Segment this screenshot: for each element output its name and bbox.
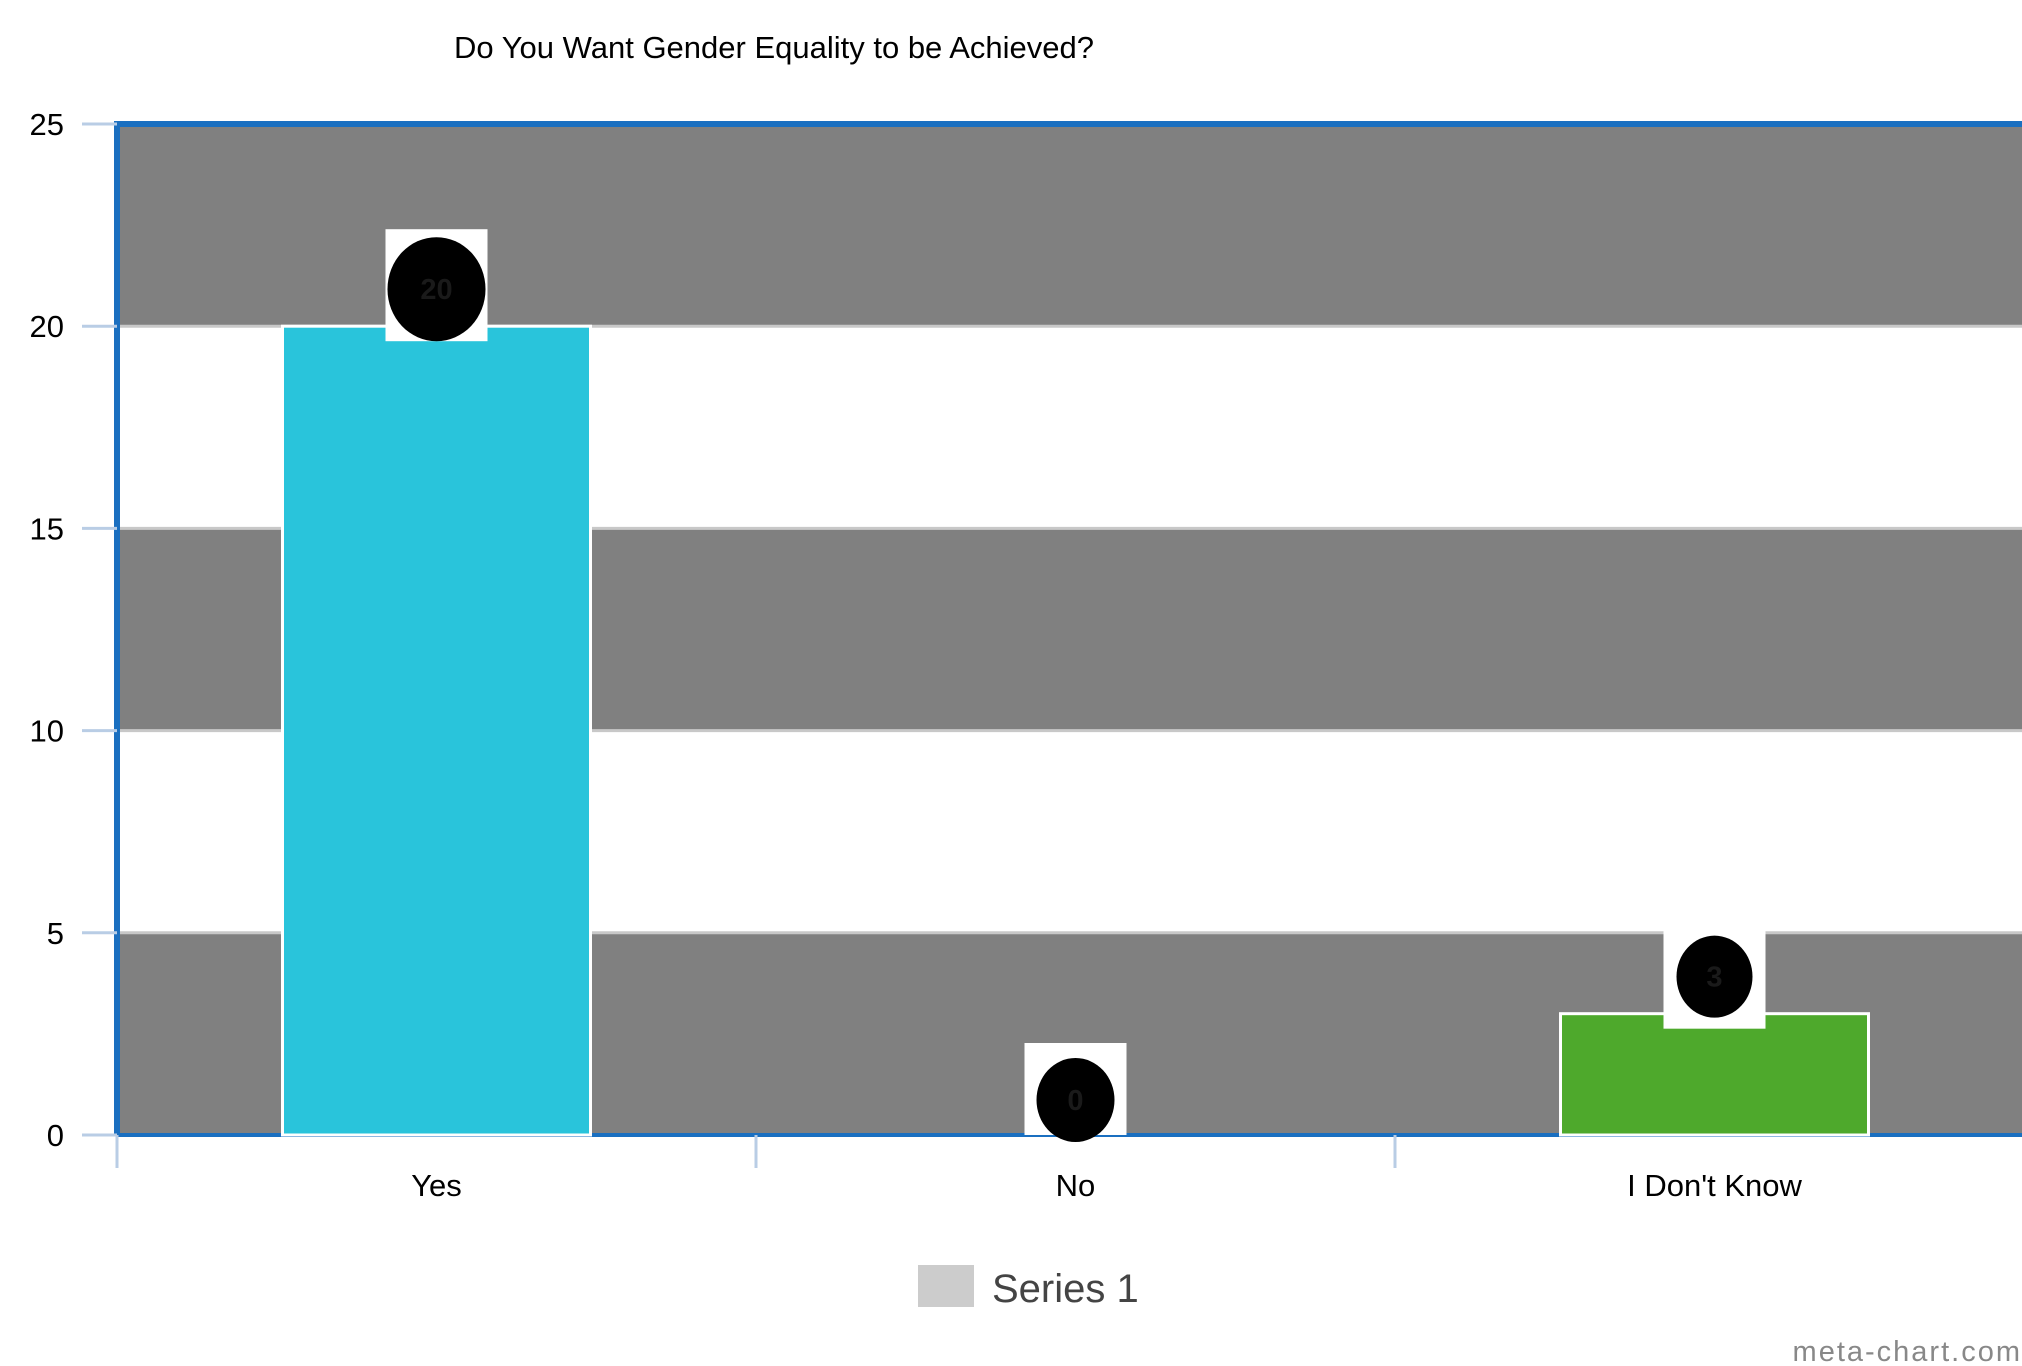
bars [281, 324, 1870, 1137]
data-label-value: 20 [420, 274, 452, 306]
legend: Series 1 [918, 1265, 1139, 1311]
data-label-disc [1036, 1058, 1115, 1142]
data-label-value: 0 [1067, 1085, 1083, 1117]
data-label-disc [1676, 935, 1753, 1018]
chart-title: Do You Want Gender Equality to be Achiev… [454, 30, 1094, 65]
data-label-disc [387, 237, 486, 342]
watermark: meta-chart.com [1793, 1336, 2022, 1366]
bar [1559, 1012, 1870, 1137]
y-tick-label: 25 [30, 107, 64, 142]
x-tick-label: No [1056, 1168, 1096, 1203]
data-label: 0 [1024, 1043, 1127, 1142]
legend-swatch [918, 1265, 974, 1307]
x-axis-ticks: Yes No I Don't Know [115, 1135, 1802, 1203]
y-tick-label: 10 [30, 714, 64, 749]
data-label: 20 [385, 229, 488, 342]
bar [281, 324, 592, 1137]
x-tick-label: I Don't Know [1627, 1168, 1802, 1203]
data-label-value: 3 [1706, 962, 1722, 994]
x-tick-label: Yes [411, 1168, 462, 1203]
data-label: 3 [1663, 916, 1766, 1029]
legend-label: Series 1 [992, 1267, 1139, 1311]
y-tick-label: 5 [47, 916, 64, 951]
y-tick-label: 15 [30, 511, 64, 546]
y-axis-ticks: 0 5 10 15 20 25 [30, 107, 117, 1153]
y-tick-label: 0 [47, 1118, 64, 1153]
y-tick-label: 20 [30, 309, 64, 344]
